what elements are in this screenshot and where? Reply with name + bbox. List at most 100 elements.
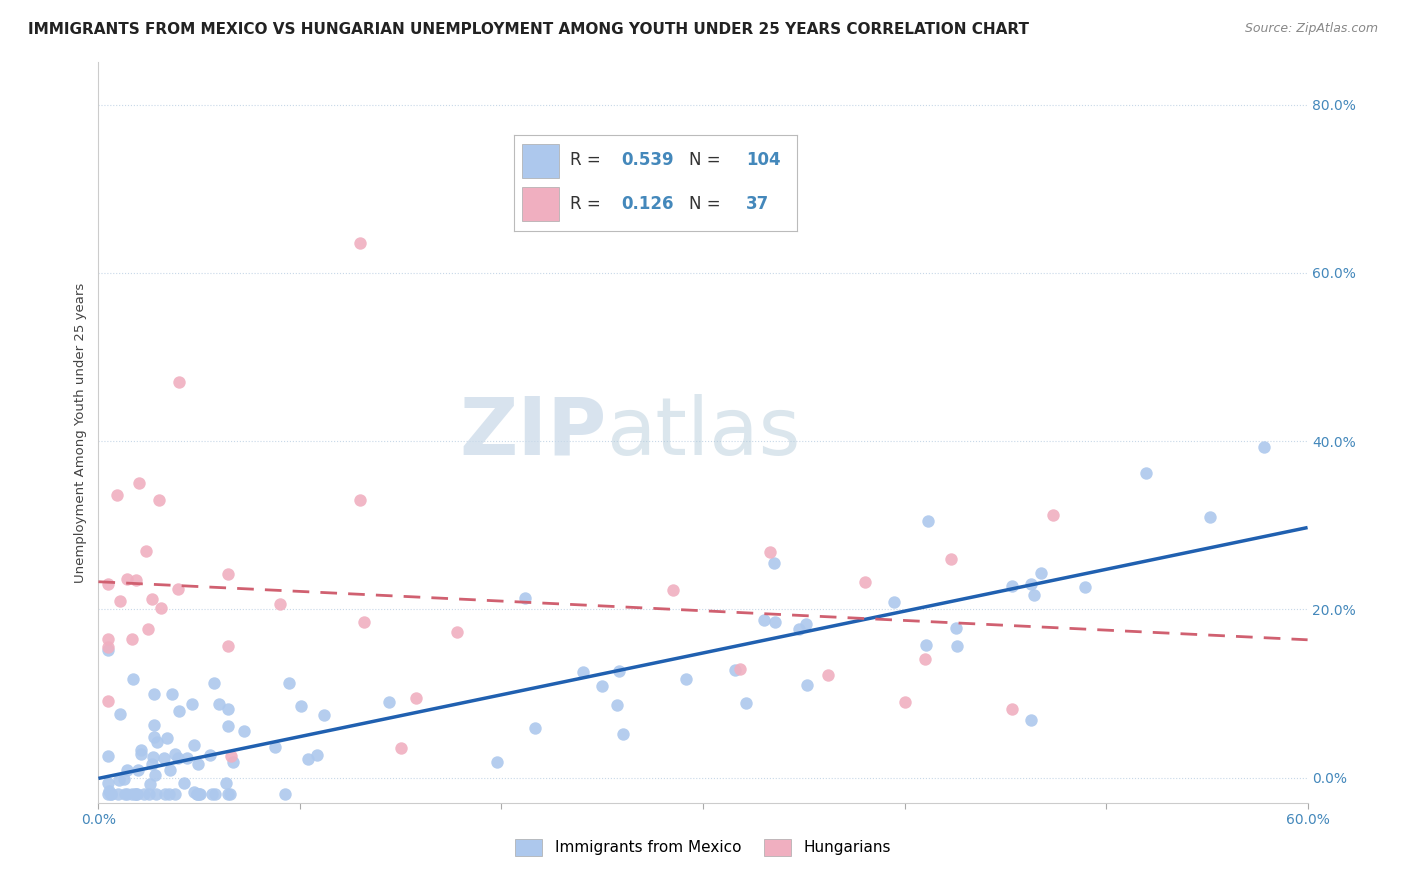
Point <box>167 705 190 719</box>
Point <box>143 687 166 701</box>
Point <box>349 492 371 507</box>
Text: R =: R = <box>571 152 606 169</box>
Point <box>1031 566 1053 580</box>
Point <box>734 696 756 710</box>
Point <box>278 675 301 690</box>
Point <box>167 375 190 389</box>
Point <box>405 691 427 706</box>
Point <box>446 625 468 640</box>
Point <box>305 747 328 762</box>
Point <box>607 664 630 678</box>
Text: 104: 104 <box>745 152 780 169</box>
Point <box>853 574 876 589</box>
Point <box>759 544 782 558</box>
Point <box>1135 467 1157 481</box>
Point <box>117 572 139 586</box>
Point <box>163 788 186 802</box>
Point <box>485 756 508 770</box>
Text: R =: R = <box>571 194 606 213</box>
Point <box>112 772 135 786</box>
Point <box>207 697 229 711</box>
Point <box>159 763 181 777</box>
Point <box>107 772 129 787</box>
Y-axis label: Unemployment Among Youth under 25 years: Unemployment Among Youth under 25 years <box>75 283 87 582</box>
Point <box>142 750 165 764</box>
Point <box>269 597 291 611</box>
Point <box>127 763 149 777</box>
Point <box>217 719 239 733</box>
Point <box>754 613 776 627</box>
Text: N =: N = <box>689 152 725 169</box>
Point <box>763 556 786 570</box>
Bar <box>522 187 558 221</box>
Point <box>202 676 225 690</box>
Point <box>166 582 188 596</box>
Point <box>591 679 613 693</box>
Point <box>166 751 188 765</box>
Point <box>662 583 685 598</box>
Point <box>914 652 936 666</box>
Point <box>297 752 319 766</box>
Point <box>153 751 176 765</box>
Point <box>1019 713 1042 727</box>
Point <box>728 662 751 676</box>
Point <box>100 788 122 802</box>
Point <box>129 742 152 756</box>
Point <box>883 595 905 609</box>
Point <box>1001 579 1024 593</box>
Point <box>107 788 129 802</box>
Legend: Immigrants from Mexico, Hungarians: Immigrants from Mexico, Hungarians <box>509 833 897 862</box>
Point <box>187 757 209 772</box>
Point <box>204 788 226 802</box>
Point <box>222 755 245 769</box>
Point <box>378 695 401 709</box>
Point <box>142 718 165 732</box>
Point <box>945 640 967 654</box>
Text: Source: ZipAtlas.com: Source: ZipAtlas.com <box>1244 22 1378 36</box>
Point <box>188 788 211 802</box>
Point <box>149 600 172 615</box>
Point <box>217 639 239 653</box>
Point <box>789 623 811 637</box>
Point <box>125 573 148 587</box>
Point <box>763 615 786 630</box>
Point <box>125 788 148 802</box>
Point <box>153 788 176 802</box>
Point <box>796 617 818 632</box>
Point <box>97 784 120 798</box>
Point <box>263 739 285 754</box>
Point <box>571 665 593 680</box>
Point <box>114 788 136 802</box>
Point <box>148 492 170 507</box>
Point <box>1042 508 1064 522</box>
Point <box>97 640 120 655</box>
Point <box>105 488 128 502</box>
Point <box>353 615 375 630</box>
Point <box>1021 577 1043 591</box>
Point <box>115 788 138 802</box>
Point <box>217 566 239 581</box>
Text: 0.126: 0.126 <box>621 194 673 213</box>
Point <box>186 788 208 802</box>
Point <box>122 672 145 686</box>
Point <box>121 788 143 802</box>
Point <box>219 788 242 802</box>
Point <box>141 757 163 772</box>
Point <box>110 593 132 607</box>
Text: ZIP: ZIP <box>458 393 606 472</box>
Text: 0.539: 0.539 <box>621 152 673 169</box>
Point <box>312 708 335 723</box>
Point <box>97 776 120 790</box>
Point <box>1074 581 1097 595</box>
Point <box>183 785 205 799</box>
Point <box>917 514 939 528</box>
Point <box>117 763 139 777</box>
Point <box>180 697 202 711</box>
Text: 37: 37 <box>745 194 769 213</box>
Point <box>143 768 166 782</box>
Point <box>523 721 546 735</box>
Point <box>97 643 120 657</box>
Point <box>187 788 209 802</box>
Point <box>97 576 120 591</box>
Point <box>232 723 254 738</box>
